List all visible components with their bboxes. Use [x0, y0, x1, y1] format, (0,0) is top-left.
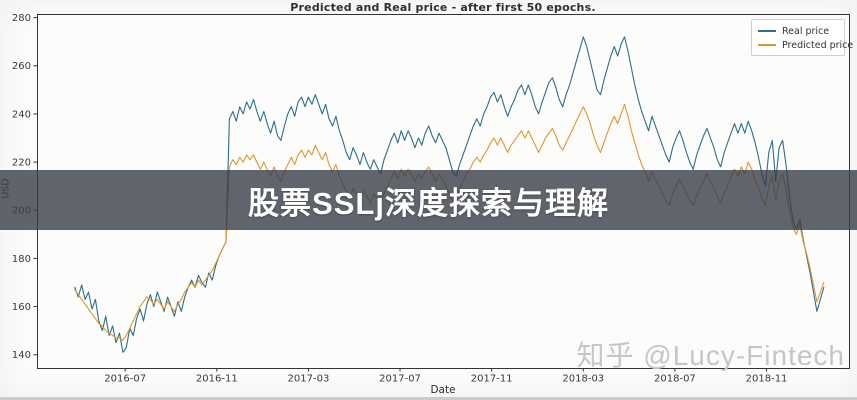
x-axis-label: Date [430, 384, 456, 396]
x-tick-label: 2018-03 [562, 374, 604, 385]
x-tick-label: 2016-11 [196, 374, 238, 385]
x-tick-label: 2017-11 [471, 374, 513, 385]
y-tick-label: 180 [12, 254, 31, 265]
x-tick-label: 2018-11 [746, 374, 788, 385]
bottom-edge-strip [0, 397, 857, 400]
y-tick-label: 220 [12, 158, 31, 169]
legend-label-real: Real price [782, 25, 830, 37]
y-tick-label: 140 [12, 350, 31, 361]
x-tick-label: 2016-07 [104, 374, 146, 385]
real-price-line [74, 36, 825, 353]
real-price-line-swatch [758, 30, 776, 32]
x-tick-label: 2017-07 [379, 374, 421, 385]
legend-label-predicted: Predicted price [782, 39, 854, 51]
legend-entry-real: Real price [758, 24, 838, 38]
y-tick-label: 160 [12, 302, 31, 313]
watermark-text: 知乎 @Lucy-Fintech [576, 340, 845, 371]
x-tick-label: 2017-03 [288, 374, 330, 385]
headline-text: 股票SSLj深度探索与理解 [248, 185, 609, 221]
y-tick-label: 260 [12, 61, 31, 72]
x-tick-label: 2018-07 [654, 374, 696, 385]
legend-entry-predicted: Predicted price [758, 38, 853, 52]
y-tick-label: 280 [12, 13, 31, 24]
legend: Real price Predicted price [751, 19, 853, 56]
y-tick-label: 240 [12, 109, 31, 120]
chart-title: Predicted and Real price - after first 5… [290, 1, 596, 14]
headline-banner: 股票SSLj深度探索与理解 [0, 170, 857, 230]
predicted-price-line-swatch [758, 44, 776, 46]
